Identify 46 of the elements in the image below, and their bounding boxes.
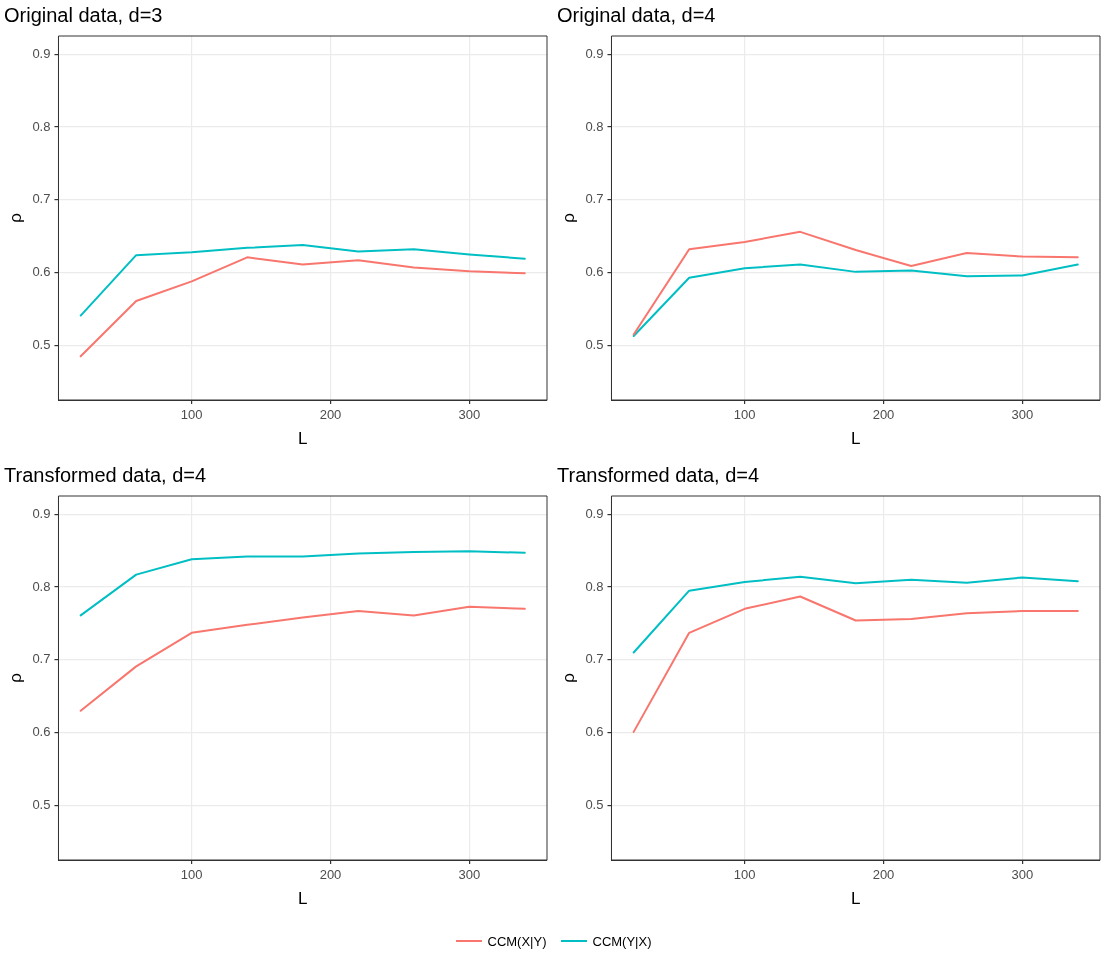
y-tick-label: 0.7	[32, 651, 51, 667]
y-tick-label: 0.8	[32, 578, 51, 594]
y-axis-title: ρ	[5, 673, 25, 683]
y-tick-label: 0.8	[585, 578, 604, 594]
chart-title: Original data, d=4	[557, 3, 716, 26]
y-tick-label: 0.9	[32, 45, 51, 61]
y-tick-label: 0.7	[585, 651, 604, 667]
x-tick-label: 200	[872, 867, 895, 883]
y-tick-label: 0.6	[32, 264, 51, 280]
y-tick-label: 0.5	[32, 796, 51, 812]
legend-label: CCM(Y|X)	[592, 933, 652, 949]
y-tick-label: 0.5	[585, 336, 604, 352]
x-tick-label: 200	[872, 407, 895, 423]
chart-title: Transformed data, d=4	[557, 463, 760, 486]
x-tick-label: 100	[180, 407, 203, 423]
y-tick-label: 0.5	[585, 796, 604, 812]
x-tick-label: 300	[1011, 407, 1034, 423]
y-tick-label: 0.9	[32, 505, 51, 521]
y-tick-label: 0.7	[32, 191, 51, 207]
legend-label: CCM(X|Y)	[487, 933, 547, 949]
x-tick-label: 200	[319, 407, 342, 423]
y-tick-label: 0.5	[32, 336, 51, 352]
y-tick-label: 0.6	[585, 724, 604, 740]
chart-title: Original data, d=3	[4, 3, 163, 26]
y-tick-label: 0.9	[585, 45, 604, 61]
chart-title: Transformed data, d=4	[4, 463, 207, 486]
x-axis-title: L	[851, 889, 861, 909]
x-axis-title: L	[298, 429, 308, 449]
x-tick-label: 100	[180, 867, 203, 883]
y-axis-title: ρ	[5, 213, 25, 223]
y-tick-label: 0.6	[32, 724, 51, 740]
y-tick-label: 0.7	[585, 191, 604, 207]
x-tick-label: 300	[458, 407, 481, 423]
y-axis-title: ρ	[558, 673, 578, 683]
x-tick-label: 100	[733, 407, 756, 423]
x-axis-title: L	[298, 889, 308, 909]
y-tick-label: 0.6	[585, 264, 604, 280]
y-tick-label: 0.8	[32, 118, 51, 134]
x-axis-title: L	[851, 429, 861, 449]
x-tick-label: 200	[319, 867, 342, 883]
y-axis-title: ρ	[558, 213, 578, 223]
y-tick-label: 0.9	[585, 505, 604, 521]
x-tick-label: 100	[733, 867, 756, 883]
x-tick-label: 300	[1011, 867, 1034, 883]
y-tick-label: 0.8	[585, 118, 604, 134]
x-tick-label: 300	[458, 867, 481, 883]
